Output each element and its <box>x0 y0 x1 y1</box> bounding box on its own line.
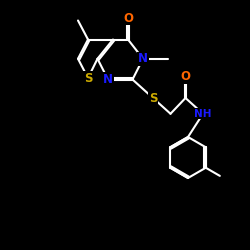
Text: N: N <box>103 73 113 86</box>
Text: O: O <box>123 12 133 24</box>
Text: O: O <box>180 70 190 84</box>
Text: S: S <box>84 72 92 85</box>
Text: N: N <box>138 52 148 65</box>
Text: NH: NH <box>194 109 212 119</box>
Text: S: S <box>149 92 157 104</box>
